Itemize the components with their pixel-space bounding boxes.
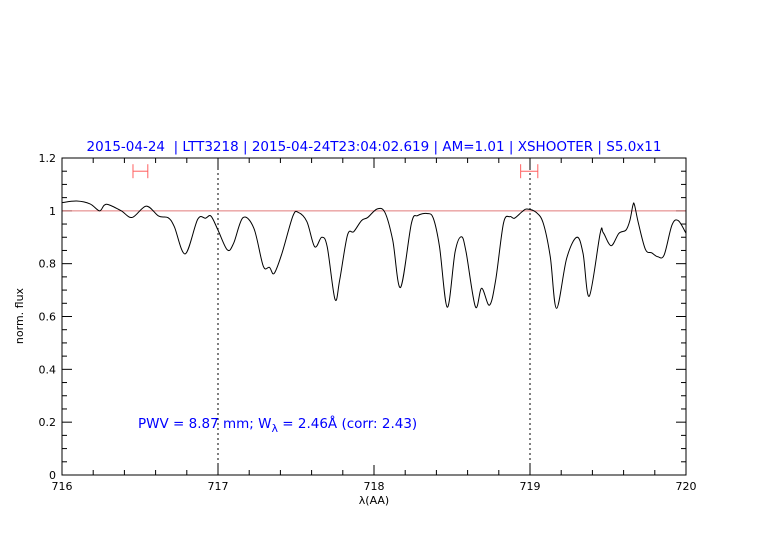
continuum-range-bar xyxy=(520,164,539,179)
y-tick-label: 0.2 xyxy=(39,416,57,429)
x-tick-label: 716 xyxy=(52,480,73,493)
annotation-subscript: λ xyxy=(271,422,278,435)
pwv-annotation: PWV = 8.87 mm; Wλ = 2.46Å (corr: 2.43) xyxy=(138,415,417,435)
x-tick-label: 719 xyxy=(520,480,541,493)
x-tick-label: 720 xyxy=(676,480,697,493)
y-tick-label: 0.6 xyxy=(39,311,57,324)
chart-title: 2015-04-24 | LTT3218 | 2015-04-24T23:04:… xyxy=(87,139,662,155)
chart-marks xyxy=(61,158,687,475)
y-tick-label: 0.4 xyxy=(39,363,57,376)
x-tick-label: 718 xyxy=(364,480,385,493)
continuum-range-bar xyxy=(132,164,149,179)
plot-frame xyxy=(61,157,687,476)
y-axis-label: norm. flux xyxy=(13,287,26,344)
y-tick-label: 1.2 xyxy=(39,152,57,165)
annotation-suffix: = 2.46Å (corr: 2.43) xyxy=(278,415,417,432)
x-axis-label: λ(AA) xyxy=(359,494,389,507)
y-tick-label: 1 xyxy=(49,205,56,218)
y-tick-label: 0.8 xyxy=(39,258,57,271)
annotation-prefix: PWV = 8.87 mm; W xyxy=(138,416,271,432)
spectrum-line xyxy=(61,200,687,309)
axis-ticks: 716 717 718 719 720 0 0.2 0.4 0.6 0.8 1 1.2 xyxy=(39,152,697,493)
y-tick-label: 0 xyxy=(49,469,56,482)
x-tick-label: 717 xyxy=(208,480,229,493)
